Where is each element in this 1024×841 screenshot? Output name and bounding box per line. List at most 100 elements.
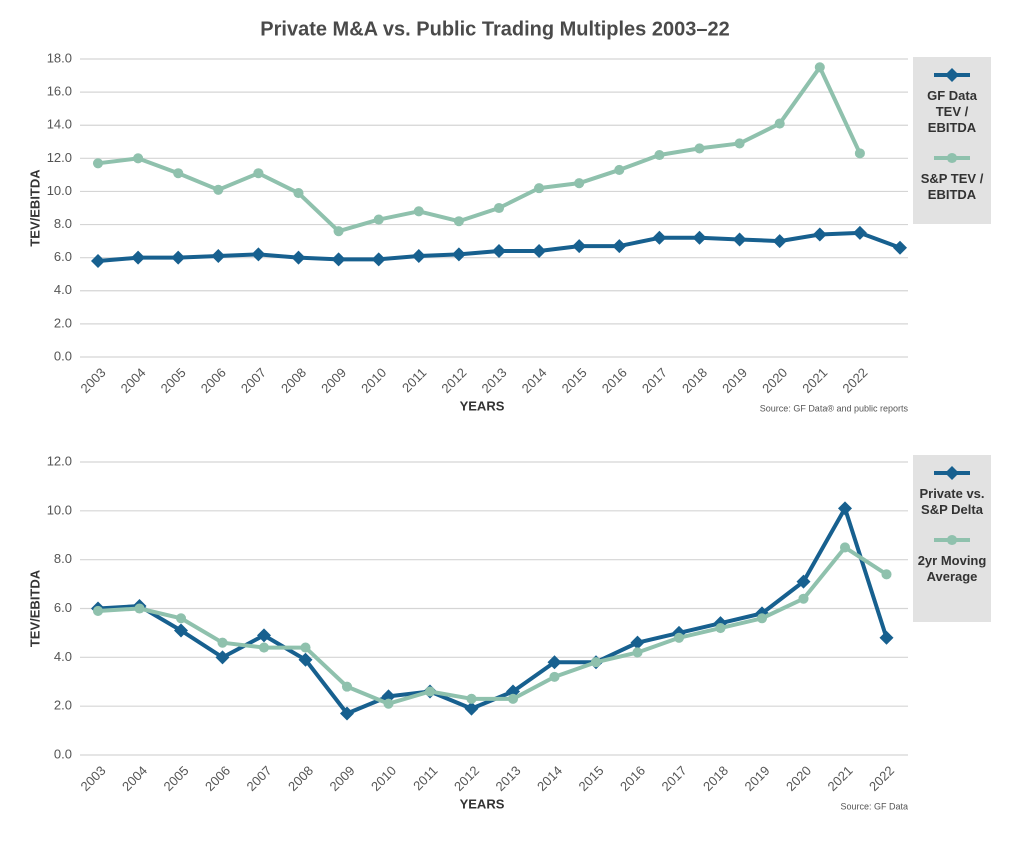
- y-tick-label: 6.0: [54, 600, 72, 615]
- marker: [298, 652, 313, 667]
- y-axis-label: TEV/EBITDA: [27, 569, 42, 647]
- marker: [171, 250, 186, 265]
- marker: [694, 143, 705, 154]
- marker: [424, 686, 436, 697]
- x-tick-label: 2009: [318, 365, 349, 396]
- marker: [381, 689, 396, 704]
- marker: [632, 647, 643, 658]
- marker: [466, 693, 477, 704]
- x-tick-label: 2022: [839, 365, 870, 396]
- marker: [293, 188, 304, 199]
- x-tick-label: 2008: [285, 763, 316, 794]
- marker: [590, 657, 602, 668]
- marker: [774, 118, 785, 129]
- x-tick-label: 2014: [519, 365, 550, 396]
- y-tick-label: 8.0: [54, 551, 72, 566]
- source-note: Source: GF Data® and public reports: [760, 403, 909, 413]
- legend: GF Data TEV / EBITDA S&P TEV / EBITDA: [913, 57, 991, 224]
- marker: [258, 642, 270, 653]
- x-tick-label: 2003: [77, 365, 108, 396]
- marker: [612, 239, 627, 254]
- legend-icon: [934, 68, 970, 82]
- y-tick-label: 14.0: [47, 117, 72, 132]
- y-tick-label: 12.0: [47, 453, 72, 468]
- x-tick-label: 2010: [358, 365, 389, 396]
- y-tick-label: 0.0: [54, 348, 72, 363]
- x-tick-label: 2019: [741, 763, 772, 794]
- x-tick-label: 2018: [679, 365, 710, 396]
- marker: [373, 214, 384, 225]
- marker: [211, 249, 226, 264]
- legend: Private vs. S&P Delta 2yr Moving Average: [913, 455, 991, 622]
- marker: [814, 62, 825, 73]
- marker: [732, 232, 747, 247]
- legend-item: S&P TEV / EBITDA: [913, 150, 991, 203]
- legend-icon: [934, 152, 970, 164]
- legend-icon: [934, 466, 970, 480]
- marker: [92, 605, 104, 616]
- marker: [175, 613, 187, 624]
- marker: [134, 603, 145, 614]
- x-tick-label: 2012: [451, 763, 482, 794]
- marker: [340, 706, 354, 721]
- series-line: [97, 545, 888, 706]
- marker: [174, 623, 188, 638]
- marker: [879, 630, 894, 645]
- marker: [715, 622, 726, 634]
- legend-icon: [934, 534, 970, 546]
- marker: [812, 227, 827, 242]
- legend-item: Private vs. S&P Delta: [913, 465, 991, 518]
- legend-label: GF Data TEV / EBITDA: [927, 88, 977, 135]
- y-tick-label: 4.0: [54, 649, 72, 664]
- legend-label: Private vs. S&P Delta: [919, 486, 985, 517]
- marker: [507, 693, 519, 704]
- y-tick-label: 4.0: [54, 282, 72, 297]
- marker: [756, 613, 768, 624]
- x-tick-label: 2003: [77, 763, 108, 794]
- marker: [413, 206, 424, 217]
- marker: [131, 250, 146, 265]
- y-tick-label: 12.0: [47, 150, 72, 165]
- marker: [572, 239, 587, 254]
- x-axis-label: YEARS: [460, 796, 505, 811]
- marker: [331, 252, 346, 267]
- marker: [451, 247, 466, 262]
- marker: [854, 148, 865, 159]
- series-line: [97, 506, 889, 716]
- marker: [798, 593, 809, 604]
- source-note: Source: GF Data: [840, 801, 908, 811]
- marker: [217, 637, 228, 648]
- marker: [371, 252, 386, 267]
- marker: [946, 152, 958, 164]
- x-tick-label: 2005: [160, 763, 191, 794]
- x-tick-label: 2012: [438, 365, 469, 396]
- x-tick-label: 2013: [492, 763, 523, 794]
- marker: [333, 226, 344, 237]
- x-tick-label: 2014: [534, 763, 565, 794]
- x-tick-label: 2015: [575, 763, 606, 794]
- marker: [411, 249, 426, 264]
- marker: [215, 650, 230, 665]
- marker: [453, 216, 464, 227]
- x-tick-label: 2008: [278, 365, 309, 396]
- x-tick-label: 2020: [759, 365, 790, 396]
- marker: [796, 574, 811, 589]
- y-tick-label: 0.0: [54, 746, 72, 761]
- marker: [257, 628, 271, 643]
- x-tick-label: 2005: [158, 365, 189, 396]
- marker: [673, 632, 685, 643]
- marker: [173, 168, 184, 179]
- x-tick-label: 2007: [238, 365, 269, 396]
- x-tick-label: 2021: [799, 365, 830, 396]
- legend-label: S&P TEV / EBITDA: [920, 171, 984, 202]
- y-tick-label: 18.0: [47, 50, 72, 65]
- x-tick-label: 2016: [617, 763, 648, 794]
- x-tick-label: 2017: [658, 763, 689, 794]
- x-axis-label: YEARS: [460, 398, 505, 413]
- marker: [383, 698, 394, 709]
- x-tick-label: 2019: [719, 365, 750, 396]
- x-tick-label: 2009: [326, 763, 357, 794]
- marker: [630, 635, 645, 650]
